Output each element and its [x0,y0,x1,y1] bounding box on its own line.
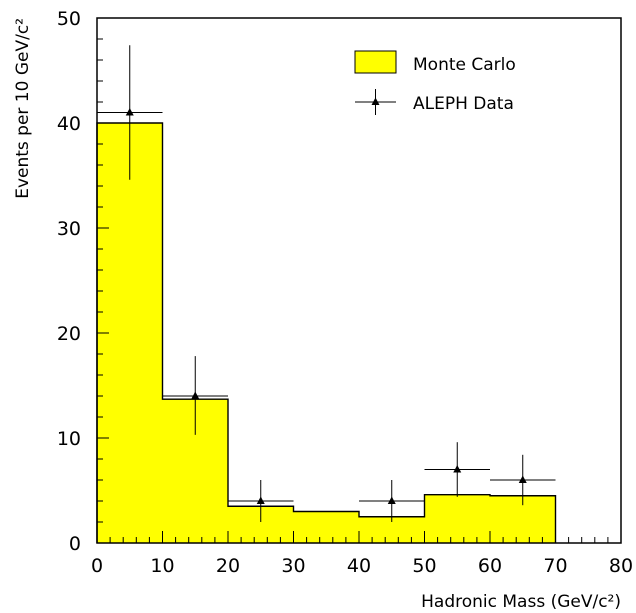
legend-monte-carlo-swatch [354,50,397,74]
histogram-outline [96,122,557,543]
x-tick-label: 30 [281,555,305,577]
legend-triangle-marker [371,97,380,105]
x-tick-label: 80 [609,555,633,577]
x-tick-label: 20 [216,555,240,577]
triangle-marker [387,496,396,504]
monte-carlo-histogram [96,122,557,543]
y-tick-label: 10 [57,428,81,450]
legend-monte-carlo-label: Monte Carlo [413,55,516,75]
histogram-bar [424,494,490,543]
x-tick-label: 40 [347,555,371,577]
data-point [228,480,294,522]
legend: Monte Carlo ALEPH Data [354,50,516,115]
axes: 0 10 20 30 40 50 60 70 80 0 10 20 30 40 50 [57,8,633,577]
x-tick-label: 50 [412,555,436,577]
triangle-marker [125,108,134,116]
data-point [359,480,425,522]
x-tick-label: 60 [478,555,502,577]
y-tick-label: 20 [57,323,81,345]
y-tick-label: 50 [57,8,81,30]
data-point [424,442,490,497]
triangle-marker [191,391,200,399]
y-tick-label: 30 [57,218,81,240]
aleph-data-points [97,45,556,522]
x-tick-label: 10 [150,555,174,577]
y-tick-label: 40 [57,113,81,135]
y-tick-label: 0 [69,533,81,555]
x-tick-label: 70 [543,555,567,577]
x-tick-label: 0 [91,555,103,577]
data-point [162,356,228,435]
legend-aleph-data-label: ALEPH Data [413,94,514,114]
triangle-marker [518,475,527,483]
x-axis-title: Hadronic Mass (GeV/c²) [421,592,621,612]
triangle-marker [256,496,265,504]
triangle-marker [453,465,462,473]
data-point [97,45,163,180]
data-point [490,454,556,506]
legend-aleph-data-marker [355,89,396,115]
y-axis-title: Events per 10 GeV/c² [13,18,33,199]
histogram-bar [293,511,359,543]
